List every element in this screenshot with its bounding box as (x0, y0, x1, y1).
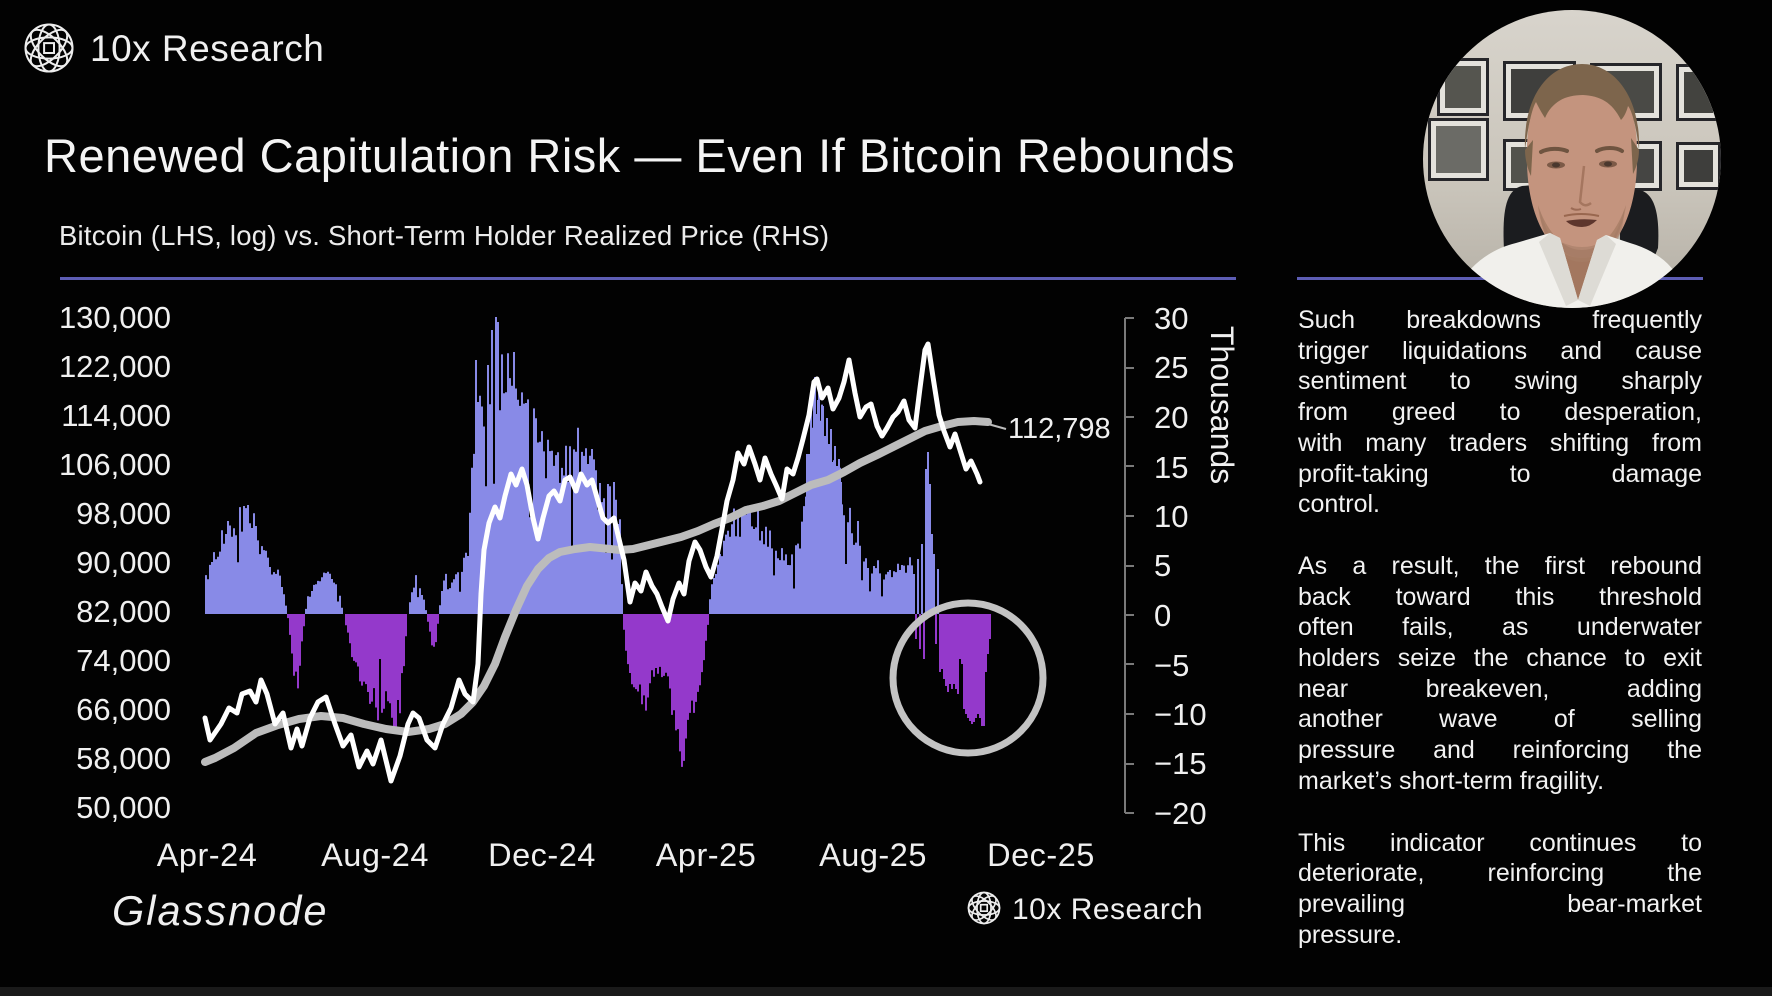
svg-text:10: 10 (1154, 499, 1188, 534)
svg-text:15: 15 (1154, 450, 1188, 485)
svg-text:−5: −5 (1154, 648, 1189, 683)
svg-text:10x Research: 10x Research (1012, 893, 1203, 926)
svg-text:58,000: 58,000 (76, 741, 171, 776)
svg-text:0: 0 (1154, 598, 1171, 633)
svg-text:90,000: 90,000 (76, 545, 171, 580)
svg-text:25: 25 (1154, 350, 1188, 385)
svg-text:Aug-24: Aug-24 (321, 837, 429, 873)
svg-text:Apr-24: Apr-24 (157, 837, 258, 873)
svg-text:112,798: 112,798 (1008, 413, 1111, 445)
svg-text:74,000: 74,000 (76, 643, 171, 678)
svg-text:Aug-25: Aug-25 (819, 837, 927, 873)
svg-text:30: 30 (1154, 301, 1188, 336)
svg-text:50,000: 50,000 (76, 790, 171, 825)
svg-text:66,000: 66,000 (76, 692, 171, 727)
svg-text:−10: −10 (1154, 697, 1207, 732)
svg-text:20: 20 (1154, 400, 1188, 435)
svg-text:Glassnode: Glassnode (112, 887, 328, 934)
svg-text:98,000: 98,000 (76, 496, 171, 531)
svg-text:5: 5 (1154, 548, 1171, 583)
svg-text:122,000: 122,000 (59, 349, 171, 384)
svg-text:Apr-25: Apr-25 (656, 837, 757, 873)
svg-text:130,000: 130,000 (59, 300, 171, 335)
svg-text:−15: −15 (1154, 746, 1207, 781)
svg-text:106,000: 106,000 (59, 447, 171, 482)
svg-text:Thousands: Thousands (1204, 326, 1240, 484)
svg-text:−20: −20 (1154, 796, 1207, 831)
svg-text:114,000: 114,000 (61, 398, 171, 433)
svg-text:Dec-25: Dec-25 (987, 837, 1095, 873)
svg-text:Dec-24: Dec-24 (488, 837, 596, 873)
svg-text:82,000: 82,000 (76, 594, 171, 629)
